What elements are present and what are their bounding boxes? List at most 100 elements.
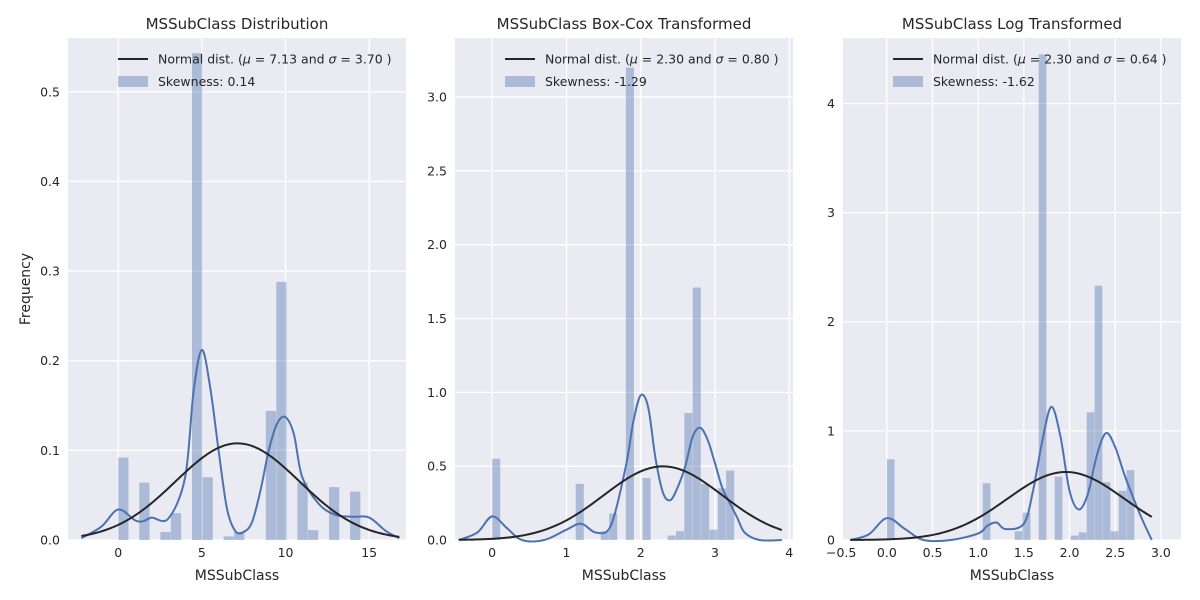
plot-area <box>68 38 406 540</box>
histogram-bar <box>1126 470 1135 540</box>
y-tick-label: 2.0 <box>427 237 447 252</box>
y-tick-label: 0.4 <box>40 174 60 189</box>
y-axis-label: Frequency <box>18 253 34 325</box>
y-tick-label: 0.1 <box>40 443 60 458</box>
y-tick-label: 0.0 <box>427 533 447 548</box>
x-axis-label: MSSubClass <box>970 568 1054 584</box>
y-tick-label: 0.3 <box>40 264 60 279</box>
chart-title: MSSubClass Distribution <box>146 15 329 33</box>
histogram-bar <box>886 459 895 540</box>
chart-panel-log: −0.5 0.0 0.5 1.0 1.5 2.0 2.5 3.0 0 1 2 3 4 MSSubClass… <box>826 15 1181 584</box>
x-tick-label: 1.5 <box>1014 545 1034 560</box>
x-tick-label: 3 <box>711 545 719 560</box>
histogram-bar <box>676 531 685 540</box>
kde-curve <box>80 348 400 540</box>
histogram-bar <box>297 482 308 540</box>
x-tick-label: 2 <box>637 545 645 560</box>
histogram-bar <box>170 513 182 540</box>
kde-curve <box>850 405 1153 543</box>
histogram-bar <box>234 531 245 540</box>
legend-bar-swatch <box>893 76 923 87</box>
histogram-bar <box>692 287 701 540</box>
y-tick-label: 1 <box>827 423 835 438</box>
legend-skewness-label: Skewness: -1.29 <box>545 74 647 89</box>
histogram-bar <box>1070 535 1079 540</box>
y-tick-label: 0.0 <box>40 533 60 548</box>
histogram-bar <box>265 410 277 540</box>
histogram-bar <box>642 477 651 540</box>
histogram-bar <box>492 458 501 540</box>
y-tick-label: 1.5 <box>427 311 447 326</box>
y-tick-label: 2.5 <box>427 163 447 178</box>
histogram-bar <box>1086 412 1095 540</box>
histogram-bar <box>1094 285 1103 540</box>
normal-curve <box>458 465 783 541</box>
histogram-bar <box>709 529 718 540</box>
x-tick-label: −0.5 <box>826 545 856 560</box>
histogram-bar <box>625 67 634 540</box>
histogram-bar <box>701 483 710 540</box>
legend-normal-label: Normal dist. (μ = 2.30 and σ = 0.80 ) <box>545 52 779 67</box>
y-tick-label: 0.2 <box>40 353 60 368</box>
histogram-bar <box>202 477 213 540</box>
histogram-bar <box>1038 54 1047 540</box>
histogram-bar <box>223 536 234 540</box>
histogram-bar <box>600 531 609 540</box>
x-tick-label: 0.5 <box>923 545 943 560</box>
histogram-bar <box>1110 531 1119 540</box>
x-tick-label: 5 <box>198 545 206 560</box>
histogram-bar <box>1102 482 1111 540</box>
x-tick-label: 10 <box>278 545 294 560</box>
histogram-bar <box>1022 512 1031 540</box>
plot-area <box>455 38 793 540</box>
legend-skewness-label: Skewness: 0.14 <box>158 74 255 89</box>
x-tick-label: 0 <box>488 545 496 560</box>
x-tick-label: 15 <box>361 545 377 560</box>
histogram-bar <box>667 535 676 540</box>
legend-normal-label: Normal dist. (μ = 2.30 and σ = 0.64 ) <box>933 52 1167 67</box>
kde-curve <box>458 393 782 543</box>
histogram-bar <box>191 53 203 540</box>
y-tick-label: 3.0 <box>427 90 447 105</box>
histogram-bar <box>717 488 726 540</box>
y-tick-label: 0.5 <box>40 84 60 99</box>
y-tick-label: 0 <box>827 533 835 548</box>
histogram-bar <box>609 513 618 540</box>
chart-panel-distribution: 0 5 10 15 0.0 0.1 0.2 0.3 0.4 0.5 MSSubClass Distr… <box>18 15 406 584</box>
x-tick-label: 1.0 <box>968 545 988 560</box>
y-tick-label: 1.0 <box>427 385 447 400</box>
legend-skewness-label: Skewness: -1.62 <box>933 74 1035 89</box>
histogram-bar <box>118 457 129 540</box>
x-tick-label: 2.5 <box>1105 545 1125 560</box>
plot-area <box>843 38 1181 540</box>
legend-normal-label: Normal dist. (μ = 7.13 and σ = 3.70 ) <box>158 52 392 67</box>
histogram-bar <box>307 530 319 540</box>
histogram-bar <box>982 483 991 540</box>
normal-curve <box>850 470 1153 541</box>
x-tick-label: 0 <box>114 545 122 560</box>
y-tick-label: 3 <box>827 205 835 220</box>
x-tick-label: 0.0 <box>877 545 897 560</box>
y-tick-label: 0.5 <box>427 459 447 474</box>
x-tick-label: 4 <box>785 545 793 560</box>
histogram-bar <box>1118 490 1127 540</box>
histogram-bar <box>1014 531 1023 540</box>
histogram-bar <box>139 482 150 540</box>
normal-curve <box>81 442 400 538</box>
histogram-bar <box>160 531 171 540</box>
histogram-bar <box>1078 532 1087 540</box>
x-tick-label: 3.0 <box>1151 545 1171 560</box>
histogram-bar <box>684 413 693 540</box>
y-tick-label: 4 <box>827 96 835 111</box>
x-axis-label: MSSubClass <box>582 568 666 584</box>
histogram-bar <box>276 281 287 540</box>
x-axis-label: MSSubClass <box>195 568 279 584</box>
y-tick-label: 2 <box>827 314 835 329</box>
histogram-bar <box>1054 476 1063 540</box>
chart-panel-boxcox: 0 1 2 3 4 0.0 0.5 1.0 1.5 2.0 2.5 3.0 MSSubClass Box… <box>427 15 793 584</box>
legend-bar-swatch <box>505 76 535 87</box>
chart-title: MSSubClass Log Transformed <box>902 15 1122 33</box>
x-tick-label: 2.0 <box>1060 545 1080 560</box>
legend-bar-swatch <box>118 76 148 87</box>
